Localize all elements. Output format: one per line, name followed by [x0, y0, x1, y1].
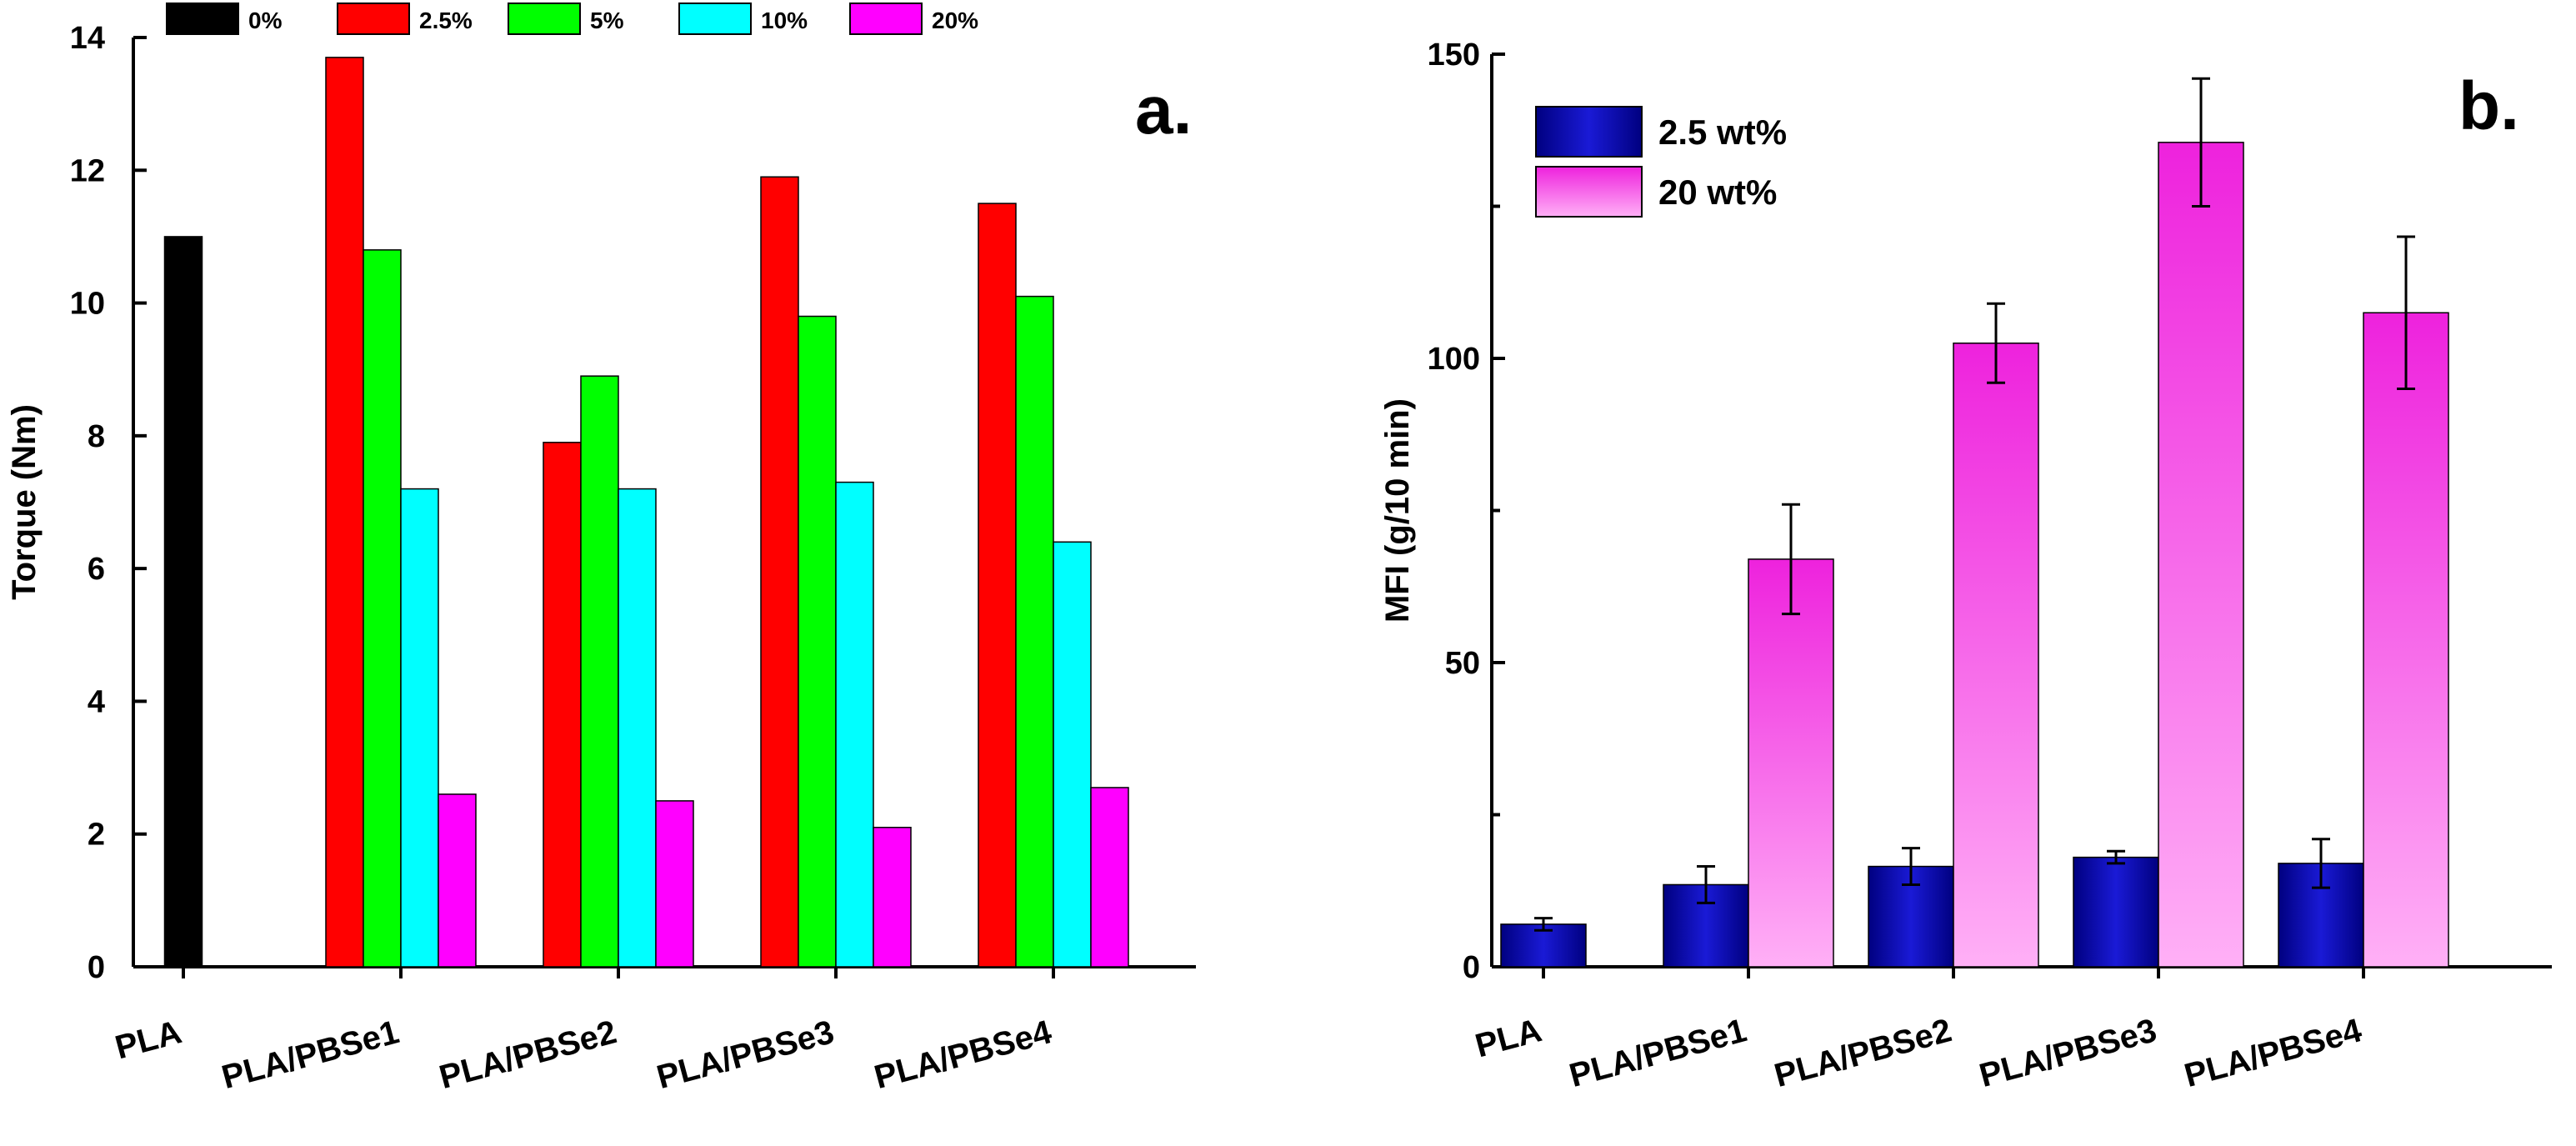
panel-a-label: a. — [1135, 73, 1192, 148]
x-category-label: PLA/PBSe3 — [653, 1013, 838, 1096]
legend-label: 0% — [248, 8, 283, 33]
y-tick-label: 2 — [88, 818, 105, 853]
bar-5pct-pla-pbse4 — [1015, 295, 1054, 968]
y-tick-label: 0 — [1463, 950, 1480, 985]
legend-label: 2.5% — [419, 8, 473, 33]
bar-20wt-pla-pbse1 — [1748, 558, 1834, 968]
bar-5pct-pla-pbse3 — [798, 315, 837, 968]
legend-swatch — [166, 3, 239, 35]
y-tick-label: 150 — [1428, 38, 1480, 73]
bar-20pct-pla-pbse2 — [655, 800, 694, 968]
bar-10pct-pla-pbse2 — [618, 488, 657, 968]
legend-swatch — [849, 3, 923, 35]
bar-10pct-pla-pbse1 — [400, 488, 439, 968]
x-category-label: PLA/PBSe4 — [871, 1013, 1057, 1096]
bar-20pct-pla-pbse3 — [873, 827, 912, 968]
x-category-label: PLA/PBSe1 — [218, 1013, 403, 1096]
bar-2_5pct-pla-pbse2 — [543, 442, 582, 968]
legend-label: 5% — [590, 8, 624, 33]
y-axis-title: Torque (Nm) — [6, 404, 43, 600]
bar-0pct-pla — [163, 236, 203, 968]
y-axis-title: MFI (g/10 min) — [1379, 398, 1416, 623]
bar-5pct-pla-pbse1 — [363, 249, 402, 968]
legend-swatch — [337, 3, 410, 35]
panel-a-torque-chart: a. 0 2 4 6 8 10 12 14 Torque (Nm) PLA PLA/PBSe1 PLA… — [6, 3, 1196, 1096]
legend-swatch — [1535, 106, 1643, 158]
bar-20pct-pla-pbse4 — [1090, 787, 1129, 968]
x-category-label: PLA/PBSe4 — [2181, 1012, 2367, 1094]
x-category-label: PLA/PBSe1 — [1566, 1012, 1751, 1094]
x-category-label: PLA/PBSe3 — [1976, 1012, 2161, 1094]
y-tick-label: 8 — [88, 419, 105, 454]
bar-5pct-pla-pbse2 — [580, 375, 619, 968]
legend-label: 20 wt% — [1658, 173, 1777, 212]
legend-swatch — [1535, 166, 1643, 218]
y-tick-label: 12 — [70, 153, 105, 188]
x-category-label: PLA — [112, 1013, 186, 1066]
legend-swatch — [678, 3, 752, 35]
legend-label: 2.5 wt% — [1658, 113, 1787, 152]
y-tick-label: 50 — [1445, 646, 1480, 681]
bar-2_5pct-pla-pbse4 — [978, 203, 1017, 968]
y-tick-label: 6 — [88, 552, 105, 587]
bar-20wt-pla-pbse4 — [2363, 312, 2449, 968]
bar-10pct-pla-pbse4 — [1053, 541, 1092, 968]
legend-label: 20% — [932, 8, 978, 33]
bar-10pct-pla-pbse3 — [835, 481, 874, 968]
y-tick-label: 10 — [70, 287, 105, 322]
bar-2_5pct-pla-pbse3 — [760, 176, 799, 968]
legend-label: 10% — [761, 8, 808, 33]
x-category-label: PLA/PBSe2 — [436, 1013, 621, 1096]
bar-20wt-pla-pbse3 — [2158, 142, 2244, 968]
bar-2_5pct-pla-pbse1 — [325, 57, 364, 968]
legend-swatch — [508, 3, 581, 35]
y-tick-label: 0 — [88, 950, 105, 985]
panel-b-label: b. — [2458, 68, 2519, 144]
y-tick-label: 14 — [70, 21, 105, 56]
bar-20wt-pla-pbse2 — [1953, 343, 2039, 968]
y-tick-label: 100 — [1428, 342, 1480, 377]
y-tick-label: 4 — [88, 684, 105, 719]
x-category-label: PLA — [1472, 1012, 1546, 1064]
bar-2_5wt-pla-pbse3 — [2073, 856, 2159, 968]
x-category-label: PLA/PBSe2 — [1771, 1012, 1956, 1094]
bar-20pct-pla-pbse1 — [438, 793, 477, 968]
